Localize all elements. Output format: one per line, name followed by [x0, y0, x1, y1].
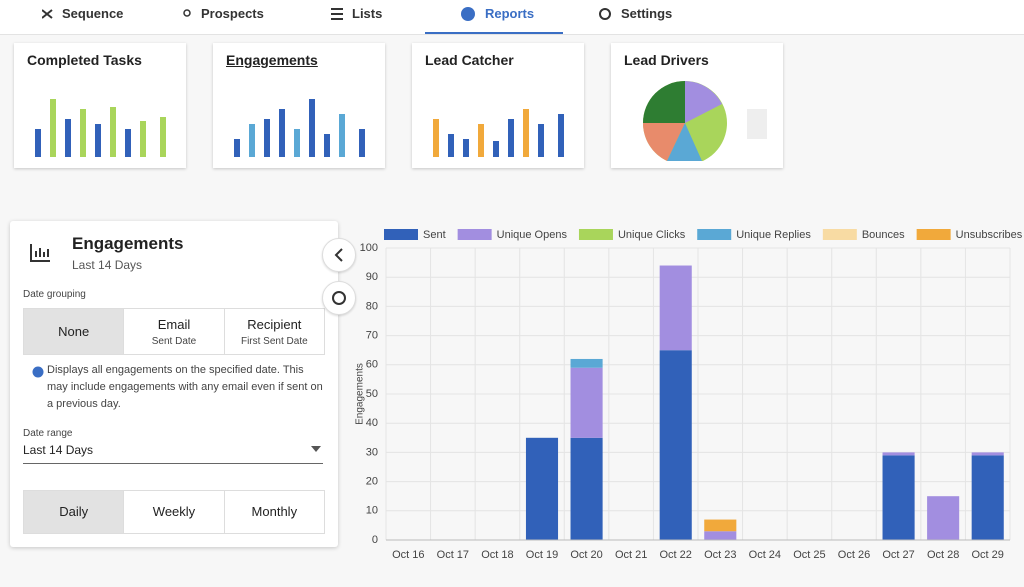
option-sub: Sent Date: [151, 336, 197, 347]
thumbnail: [234, 99, 365, 157]
field-label: Date grouping: [23, 289, 86, 300]
legend-swatch: [697, 229, 732, 240]
thumbnail: [35, 99, 166, 157]
thumbnail: [642, 81, 767, 161]
panel-title: Engagements: [72, 234, 184, 253]
x-tick-label: Oct 19: [526, 549, 558, 561]
x-tick-label: Oct 24: [749, 549, 781, 561]
report-card[interactable]: Lead Drivers: [611, 43, 783, 168]
legend-label: Sent: [423, 229, 446, 241]
caret: [311, 446, 321, 452]
y-tick-label: 100: [360, 242, 378, 254]
chart: 0 10 20 30 40 50 60 70 80 90 100 Engagements Sent Uni…: [355, 229, 1023, 561]
y-axis-label: Engagements: [355, 363, 366, 425]
thumbnail: [433, 109, 564, 157]
x-tick-label: Oct 21: [615, 549, 647, 561]
date-range-select[interactable]: Last 14 Days: [23, 443, 323, 464]
bar-segment: [704, 531, 737, 540]
y-tick-label: 10: [366, 505, 378, 517]
x-tick-label: Oct 16: [392, 549, 424, 561]
option-label: Email: [157, 317, 191, 332]
x-tick-label: Oct 26: [838, 549, 870, 561]
refresh-button[interactable]: [322, 281, 356, 315]
x-tick-label: Oct 28: [927, 549, 959, 561]
y-tick-label: 80: [366, 300, 378, 312]
legend-label: Unique Opens: [497, 229, 568, 241]
x-tick-label: Oct 17: [437, 549, 469, 561]
y-tick-label: 60: [366, 359, 378, 371]
report-card[interactable]: Engagements: [213, 43, 385, 168]
legend-label: Unsubscribes: [956, 229, 1023, 241]
y-tick-label: 30: [366, 446, 378, 458]
bar-segment: [570, 437, 603, 540]
toggle-option[interactable]: None: [24, 309, 124, 354]
grouping-toggle: None Email Sent Date Recipient First Sent …: [23, 308, 325, 355]
y-tick-label: 0: [372, 534, 378, 546]
nav-icons: [42, 7, 611, 34]
x-tick-label: Oct 29: [972, 549, 1004, 561]
x-tick-label: Oct 25: [793, 549, 825, 561]
bar-segment: [659, 265, 692, 351]
bar-segment: [704, 519, 737, 532]
y-tick-label: 70: [366, 330, 378, 342]
chart-icon: [30, 244, 50, 262]
bar-segment: [971, 455, 1004, 540]
x-tick-label: Oct 27: [882, 549, 914, 561]
nav-tab[interactable]: Reports: [485, 6, 535, 21]
help-icon: [32, 366, 44, 378]
select-value: Last 14 Days: [23, 443, 94, 457]
nav-tab[interactable]: Prospects: [201, 6, 264, 21]
legend-swatch: [916, 229, 951, 240]
report-card[interactable]: Completed Tasks: [14, 43, 186, 168]
nav-tab[interactable]: Sequence: [62, 6, 124, 21]
bar-segment: [882, 455, 915, 540]
nav-tab[interactable]: Lists: [352, 6, 383, 21]
bar-segment: [570, 367, 603, 438]
bar-segment: [927, 496, 960, 540]
interval-toggle: Daily Weekly Monthly: [23, 490, 325, 534]
bar-segment: [971, 452, 1004, 456]
y-tick-label: 50: [366, 388, 378, 400]
toggle-option[interactable]: Recipient First Sent Date: [223, 309, 324, 354]
bar-segment: [525, 437, 559, 540]
field-label: Date range: [23, 428, 73, 439]
collapse-button[interactable]: [322, 238, 356, 272]
y-tick-label: 20: [366, 476, 378, 488]
option-sub: First Sent Date: [240, 336, 308, 347]
toggle-option[interactable]: Weekly: [123, 491, 223, 533]
legend-swatch: [457, 229, 492, 240]
nav-tab[interactable]: Settings: [621, 6, 673, 21]
card-title: Completed Tasks: [27, 52, 142, 68]
settings-panel: Engagements Last 14 Days Date grouping N…: [10, 221, 338, 547]
toggle-option[interactable]: Daily: [24, 491, 124, 533]
card-title: Lead Catcher: [425, 52, 514, 68]
card-title: Engagements: [226, 52, 318, 68]
toggle-option[interactable]: Email Sent Date: [123, 309, 223, 354]
card-title: Lead Drivers: [624, 52, 709, 68]
bar-segment: [659, 350, 692, 540]
chevron: [334, 248, 343, 262]
legend-swatch: [578, 229, 613, 240]
y-tick-label: 90: [366, 271, 378, 283]
legend-label: Bounces: [862, 229, 905, 241]
refresh-icon: [332, 291, 346, 305]
x-tick-label: Oct 23: [704, 549, 736, 561]
toggle-option[interactable]: Monthly: [223, 491, 324, 533]
option-label: Recipient: [247, 317, 302, 332]
legend-swatch: [822, 229, 857, 240]
panel-subtitle: Last 14 Days: [72, 258, 143, 272]
legend-label: Unique Replies: [736, 229, 811, 241]
x-tick-label: Oct 18: [481, 549, 513, 561]
bar-segment: [882, 452, 915, 456]
legend-label: Unique Clicks: [618, 229, 686, 241]
nav-bar: Sequence Prospects Lists Reports Setting…: [0, 0, 1024, 35]
x-tick-label: Oct 20: [570, 549, 602, 561]
y-tick-label: 40: [366, 417, 378, 429]
bar-segment: [570, 358, 603, 368]
x-tick-label: Oct 22: [660, 549, 692, 561]
legend-swatch: [384, 229, 418, 240]
report-card[interactable]: Lead Catcher: [412, 43, 584, 168]
help-text: Displays all engagements on the specifie…: [47, 364, 323, 410]
